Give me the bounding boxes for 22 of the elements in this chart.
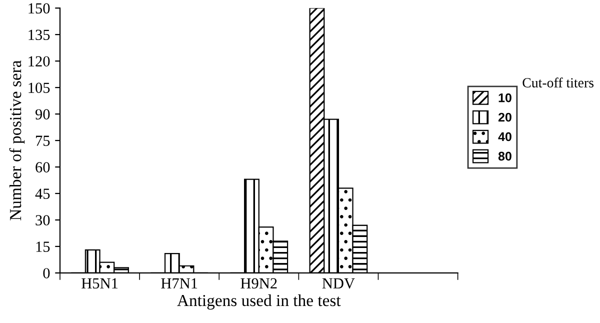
y-tick-label: 45 — [35, 188, 50, 199]
x-axis-title: Antigens used in the test — [177, 294, 341, 310]
y-tick-label: 15 — [36, 242, 50, 252]
legend-label: 80 — [498, 152, 512, 161]
x-tick-label: H9N2 — [240, 278, 277, 289]
y-tick-label: 105 — [28, 82, 50, 93]
x-tick-label: H7N1 — [161, 278, 198, 288]
y-tick-label: 0 — [43, 268, 50, 278]
y-tick-label: 135 — [28, 30, 50, 40]
x-tick-label: NDV — [322, 278, 355, 289]
y-tick-label: 60 — [36, 162, 50, 172]
legend-label: 20 — [498, 112, 512, 122]
legend-label: 10 — [498, 93, 512, 102]
legend-label: 40 — [498, 132, 512, 142]
y-tick-label: 30 — [36, 215, 50, 226]
x-tick-label: H5N1 — [82, 278, 118, 289]
y-tick-label: 150 — [28, 3, 50, 14]
legend-title: Cut-off titers — [522, 78, 594, 88]
y-tick-label: 120 — [28, 56, 50, 66]
y-axis-title: Number of positive sera — [9, 60, 25, 220]
y-tick-label: 90 — [35, 109, 50, 120]
y-tick-label: 75 — [36, 136, 50, 146]
